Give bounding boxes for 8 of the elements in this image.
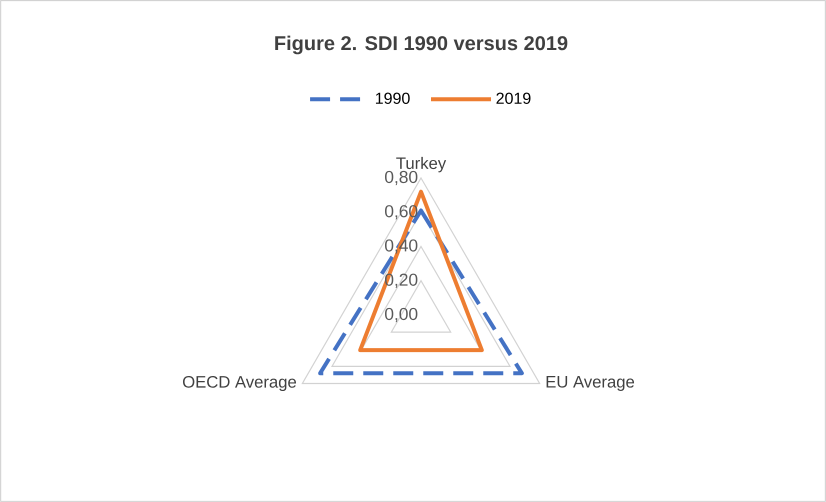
legend-label: 1990 (376, 92, 410, 104)
spoke-label: Turkey (396, 156, 446, 172)
spoke-label: OECD Average (182, 376, 296, 392)
spoke-label: EU Average (546, 376, 634, 391)
legend-label: 2019 (496, 92, 530, 104)
chart-title: Figure 2. SDI 1990 versus 2019 (275, 36, 568, 54)
y-tick-label: 0,80 (385, 170, 418, 186)
y-tick-label: 0,00 (385, 308, 418, 322)
